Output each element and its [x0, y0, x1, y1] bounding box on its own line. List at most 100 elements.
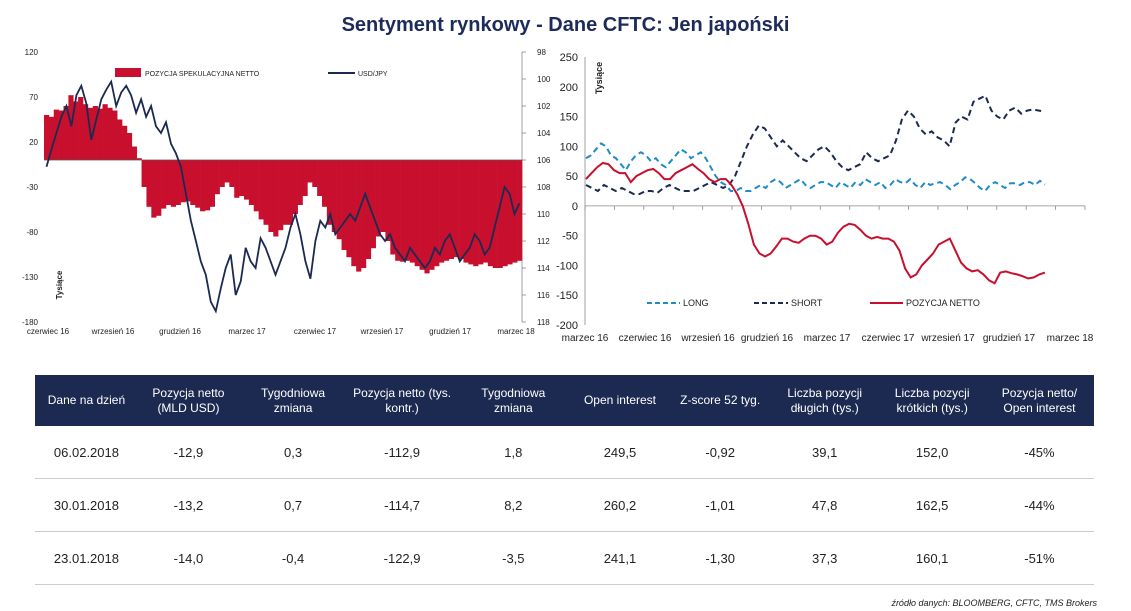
- netto-bar: [92, 106, 98, 160]
- table-cell: -12,9: [137, 426, 239, 479]
- series-line-long: [585, 142, 1046, 193]
- netto-bar: [414, 160, 420, 267]
- header-open-interest: Open interest: [569, 375, 671, 426]
- netto-bar: [131, 146, 137, 160]
- table-cell: -1,01: [670, 478, 770, 532]
- netto-bar: [463, 160, 469, 263]
- table-header-row: Dane na dzień Pozycja netto (MLD USD) Ty…: [35, 375, 1094, 426]
- x-tick-label: wrzesień 17: [920, 333, 975, 344]
- left-tick-label: -180: [22, 318, 39, 327]
- netto-bar: [146, 160, 152, 207]
- netto-bar: [434, 160, 440, 267]
- netto-bar: [307, 160, 313, 183]
- legend-short-label: SHORT: [791, 298, 823, 308]
- x-tick-label: czerwiec 16: [619, 333, 672, 344]
- netto-bar: [492, 160, 498, 268]
- x-tick-label: grudzień 17: [983, 333, 1036, 344]
- netto-usdjpy-chart: 120 70 20 -30 -80 -130 -180 98 100 102 104 106 108 11…: [22, 48, 551, 336]
- y-tick-label: -200: [556, 320, 578, 332]
- right-tick-label: 114: [537, 264, 550, 273]
- netto-bar: [239, 160, 245, 196]
- netto-bar: [331, 160, 337, 232]
- y-tick-label: -150: [556, 290, 578, 302]
- netto-bar: [200, 160, 206, 212]
- netto-bar: [322, 160, 328, 207]
- table-cell: -122,9: [347, 531, 458, 585]
- table-cell: -1,30: [670, 531, 770, 585]
- netto-bar: [409, 160, 415, 263]
- long-short-netto-chart: 250 200 150 100 50 0 -50 -100 -150 -200 Tysiące mar…: [556, 52, 1094, 344]
- netto-bar: [292, 160, 298, 214]
- x-tick-label: grudzień 16: [159, 327, 201, 336]
- table-cell: 160,1: [879, 531, 985, 585]
- legend-usdjpy-label: USD/JPY: [358, 71, 388, 78]
- netto-bar: [190, 160, 196, 205]
- y-tick-label: -50: [562, 231, 578, 243]
- netto-bar: [73, 101, 79, 160]
- netto-bar: [44, 115, 50, 160]
- table-cell: 8,2: [457, 478, 570, 532]
- series-line-short: [585, 94, 1046, 195]
- table-cell: 06.02.2018: [35, 426, 138, 479]
- table-cell: 152,0: [879, 426, 985, 479]
- netto-bar: [122, 125, 128, 160]
- netto-bar: [253, 160, 259, 212]
- netto-bar: [312, 160, 318, 187]
- netto-bar: [395, 160, 401, 261]
- cftc-table: Dane na dzień Pozycja netto (MLD USD) Ty…: [35, 375, 1094, 585]
- netto-bar: [448, 160, 455, 259]
- netto-bar: [365, 160, 372, 259]
- right-tick-label: 118: [537, 318, 550, 327]
- x-tick-label: grudzień 16: [741, 333, 794, 344]
- right-tick-label: 112: [537, 237, 550, 246]
- netto-bar: [112, 110, 118, 160]
- x-tick-label: marzec 17: [804, 333, 851, 344]
- x-tick-label: czerwiec 17: [294, 327, 337, 336]
- netto-bar: [248, 160, 255, 205]
- netto-bar: [234, 160, 240, 198]
- netto-bar: [351, 160, 357, 267]
- netto-bar: [283, 160, 289, 225]
- header-net-oi-ratio: Pozycja netto/ Open interest: [984, 375, 1094, 426]
- netto-bar: [400, 160, 406, 262]
- netto-bar: [224, 160, 230, 183]
- netto-bar: [243, 160, 250, 200]
- y-tick-label: 150: [560, 112, 578, 124]
- table-cell: -13,2: [137, 478, 239, 532]
- netto-bar: [117, 119, 123, 160]
- x-tick-label: czerwiec 17: [862, 333, 915, 344]
- table-cell: 39,1: [769, 426, 880, 479]
- netto-bar: [48, 116, 55, 160]
- netto-bar: [439, 160, 445, 263]
- table-cell: -45%: [984, 426, 1094, 479]
- series-line-pozycja-netto: [585, 161, 1046, 285]
- netto-bar: [385, 160, 391, 241]
- right-tick-label: 106: [537, 156, 551, 165]
- table-cell: 0,7: [239, 478, 348, 532]
- right-tick-label: 116: [537, 291, 550, 300]
- legend-long-label: LONG: [683, 298, 709, 308]
- source-note: źródło danych: BLOOMBERG, CFTC, TMS Brok…: [891, 598, 1097, 608]
- x-tick-label: marzec 16: [562, 333, 609, 344]
- netto-bar: [429, 160, 435, 270]
- netto-bar: [170, 160, 176, 207]
- table-cell: -112,9: [347, 426, 458, 479]
- table-row: 30.01.2018 -13,2 0,7 -114,7 8,2 260,2 -1…: [35, 478, 1094, 532]
- netto-bar: [268, 160, 274, 232]
- netto-bar: [263, 160, 269, 225]
- netto-bar: [278, 160, 284, 231]
- table-cell: 47,8: [769, 478, 880, 532]
- netto-bar: [165, 160, 172, 205]
- netto-bar: [458, 160, 464, 259]
- netto-bar: [375, 160, 381, 237]
- netto-bar: [482, 160, 489, 263]
- y-tick-label: 250: [560, 52, 578, 64]
- table-cell: -44%: [984, 478, 1094, 532]
- netto-bar: [126, 133, 133, 160]
- netto-bar: [97, 108, 103, 160]
- table-cell: -0,92: [670, 426, 770, 479]
- header-long-positions: Liczba pozycji długich (tys.): [769, 375, 880, 426]
- header-net-contracts: Pozycja netto (tys. kontr.): [347, 375, 458, 426]
- legend-netto-label: POZYCJA SPEKULACYJNA NETTO: [145, 71, 260, 78]
- netto-bar: [78, 97, 84, 160]
